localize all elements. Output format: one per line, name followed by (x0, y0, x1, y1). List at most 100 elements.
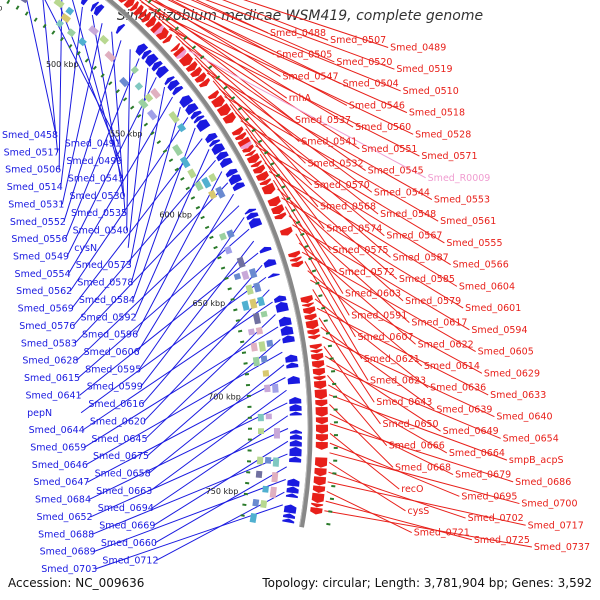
scale-tick (269, 162, 275, 166)
label-connector (243, 0, 389, 48)
reverse-gene-arrow (289, 397, 302, 404)
inner-tick (227, 287, 232, 291)
forward-strand-labels: Smed_0488 Smed_0507 Smed_0489 Smed_0505 Smed… (270, 28, 590, 553)
label-connector (134, 149, 210, 318)
composition-band (88, 25, 99, 36)
label-connector (218, 88, 379, 215)
inner-tick (233, 308, 238, 312)
label-connector (88, 402, 288, 501)
label-connector (167, 0, 341, 85)
forward-gene-arrow (123, 0, 135, 8)
reverse-gene-arrow (172, 85, 184, 96)
composition-band (218, 232, 227, 241)
label-connector (85, 351, 283, 466)
gene-label-forward: Smed_0544 (374, 187, 430, 198)
inner-tick (156, 140, 162, 145)
composition-band (266, 339, 274, 347)
composition-band (201, 176, 212, 189)
composition-band (119, 76, 130, 88)
gene-label-reverse: Smed_0647 (33, 477, 89, 488)
label-connector (326, 365, 501, 439)
label-connector (182, 42, 366, 171)
label-connector (71, 0, 123, 179)
gene-label-forward: smpB_acpS (509, 455, 564, 466)
scale-tick (251, 128, 256, 133)
reverse-gene-arrow (219, 157, 233, 169)
composition-band (20, 0, 28, 4)
label-connector (82, 301, 273, 431)
scale-tick (295, 220, 301, 225)
label-connector (188, 50, 426, 179)
composition-band (236, 256, 246, 269)
forward-gene-arrow (313, 375, 326, 381)
label-connector (328, 462, 406, 512)
forward-gene-arrow (185, 61, 198, 72)
gene-label-forward: Smed_0489 (390, 42, 446, 53)
gene-label-forward: Smed_0594 (471, 325, 527, 336)
backbone-arc (104, 0, 313, 528)
inner-tick (204, 225, 210, 230)
gene-label-forward: Smed_0702 (468, 513, 524, 524)
inner-tick (190, 196, 196, 200)
gene-label-reverse: Smed_0458 (2, 130, 58, 141)
composition-band (130, 65, 139, 75)
gene-label-forward: Smed_0555 (446, 238, 502, 249)
reverse-gene-arrow (209, 139, 221, 148)
forward-gene-arrow (302, 302, 314, 308)
forward-gene-arrow (190, 66, 203, 78)
label-connector (90, 428, 289, 518)
reverse-gene-arrow (115, 23, 126, 34)
composition-band (269, 486, 277, 499)
composition-band (272, 383, 279, 393)
label-connector (326, 491, 412, 533)
label-connector (168, 28, 420, 157)
inner-tick (240, 340, 245, 344)
forward-gene-arrow (231, 126, 244, 136)
label-connector (245, 128, 331, 251)
gene-label-forward: Smed_R0009 (428, 173, 491, 184)
reverse-gene-arrow (248, 218, 263, 229)
inner-tick (237, 329, 243, 333)
forward-gene-arrow (311, 360, 325, 369)
reverse-gene-arrow (289, 434, 302, 440)
scale-tick (308, 257, 313, 261)
forward-gene-arrow (250, 160, 262, 168)
gene-label-forward: Smed_0603 (345, 289, 401, 300)
gene-label-reverse: Smed_0644 (29, 425, 85, 436)
inner-tick (15, 5, 20, 10)
reverse-gene-arrow (90, 1, 100, 12)
reverse-gene-arrow (289, 429, 302, 434)
reverse-gene-arrow (278, 316, 292, 327)
forward-gene-arrow (304, 313, 317, 321)
inner-tick (6, 0, 11, 5)
forward-gene-arrow (312, 367, 326, 376)
composition-band (215, 186, 226, 199)
accession-label: Accession: NC_009636 (8, 576, 145, 590)
forward-gene-arrow (311, 502, 324, 508)
label-connector (130, 106, 181, 283)
forward-gene-arrow (289, 256, 302, 262)
gene-label-reverse: Smed_0531 (8, 199, 64, 210)
inner-tick (143, 122, 149, 127)
gene-label-forward: Smed_0532 (308, 158, 364, 169)
reverse-gene-arrow (196, 119, 211, 133)
label-connector (68, 96, 173, 275)
reverse-gene-arrow (190, 110, 202, 120)
reverse-gene-arrow (289, 439, 302, 447)
forward-gene-arrow (314, 457, 328, 468)
composition-band (265, 413, 272, 420)
composition-band (260, 355, 268, 363)
reverse-strand-labels: Smed_0458 Smed_0491 Smed_0517 Smed_0499 Smed… (2, 130, 159, 575)
gene-label-forward: Smed_0518 (409, 108, 465, 119)
scale-tick (156, 8, 162, 13)
reverse-gene-arrow (179, 95, 194, 108)
gene-label-forward: Smed_0510 (403, 86, 459, 97)
label-connector (324, 355, 441, 432)
composition-band (260, 310, 268, 318)
composition-band (264, 384, 271, 393)
gene-label-forward: Smed_0574 (326, 223, 382, 234)
forward-gene-arrow (198, 77, 211, 88)
forward-gene-arrow (246, 153, 260, 164)
forward-gene-arrow (242, 144, 254, 153)
